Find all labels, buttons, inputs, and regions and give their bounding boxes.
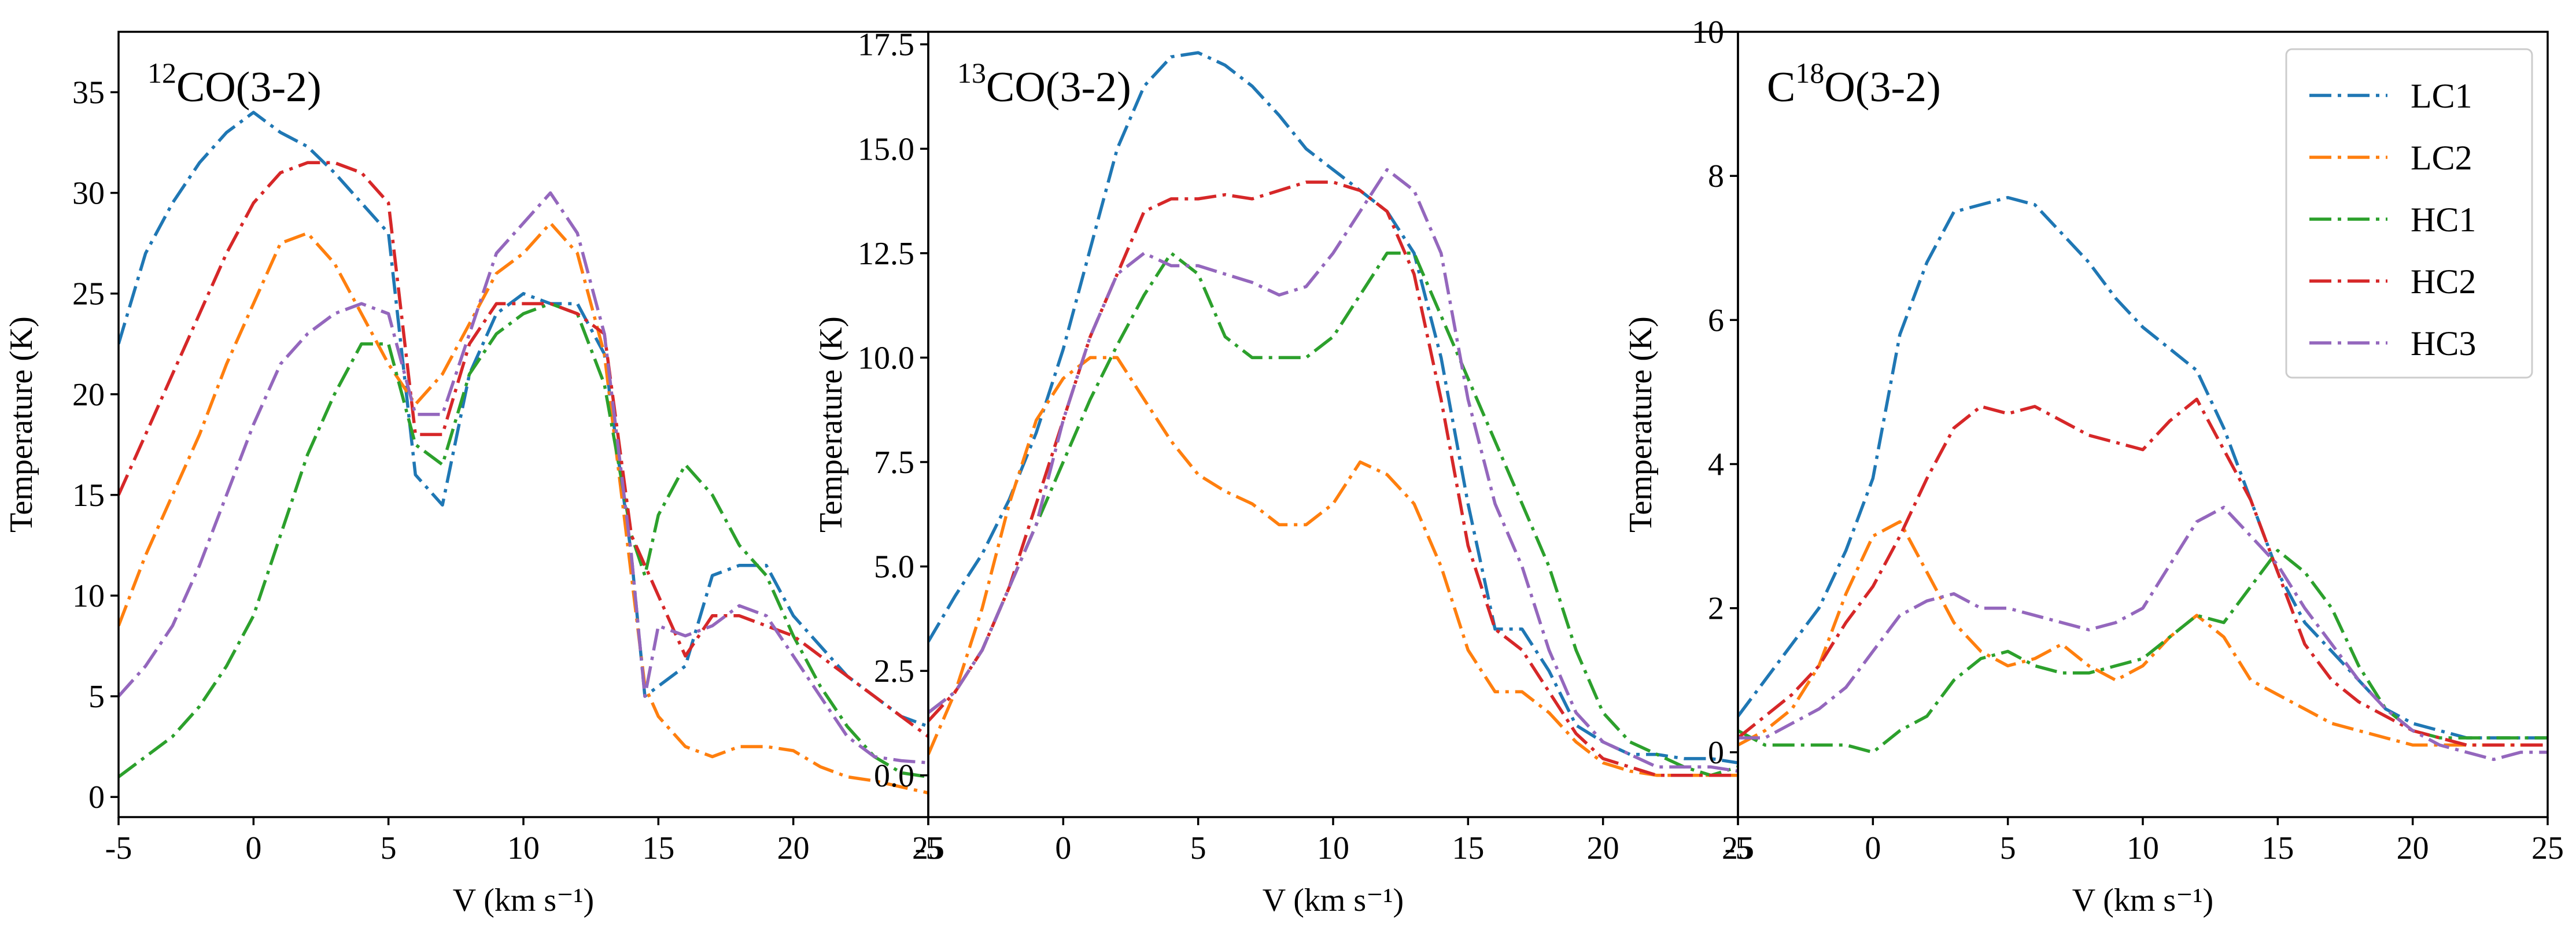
x-tick-label: 5	[1190, 830, 1206, 866]
y-tick-label: 2.5	[874, 653, 914, 689]
panel-2: -5 0 5 10 15 20 250.02.55.07.510.012.515.017.5…	[813, 27, 1754, 918]
series-line-lc1-panel-2	[928, 51, 1738, 764]
x-axis-label: V (km s⁻¹)	[453, 882, 594, 918]
y-tick-label: 8	[1708, 158, 1724, 194]
y-tick-label: 15.0	[858, 131, 914, 167]
panel-title: 13CO(3-2)	[957, 57, 1131, 111]
y-tick-label: 12.5	[858, 236, 914, 272]
y-tick-label: 5	[88, 679, 105, 715]
series-line-lc1-panel-1	[119, 110, 928, 728]
y-axis-label: Temperature (K)	[1623, 316, 1659, 533]
y-tick-label: 0	[1708, 735, 1724, 771]
series-group	[928, 51, 1738, 777]
series-line-hc2-panel-2	[928, 180, 1738, 777]
x-tick-label: 0	[1055, 830, 1071, 866]
x-axis-label: V (km s⁻¹)	[1263, 882, 1404, 918]
legend: LC1 LC2 HC1 HC2 HC3	[2285, 48, 2533, 379]
y-tick-label: 0	[88, 780, 105, 815]
y-tick-label: 4	[1708, 447, 1724, 483]
x-tick-label: 0	[245, 830, 261, 866]
legend-label-hc3: HC3	[2411, 324, 2476, 363]
x-tick-label: 25	[1722, 830, 1754, 866]
panel-3: -5 0 5 10 15 20 25 0 2 4 6 8 10 V (km s⁻¹) Temperature…	[1623, 14, 2564, 918]
legend-label-lc1: LC1	[2411, 77, 2472, 115]
y-tick-label: 7.5	[874, 445, 914, 481]
y-tick-label: 35	[72, 75, 105, 110]
x-tick-label: 20	[777, 830, 810, 866]
y-tick-label: 6	[1708, 302, 1724, 338]
series-line-hc2-panel-3	[1738, 397, 2548, 747]
y-tick-label: 30	[72, 176, 105, 212]
y-tick-label: 2	[1708, 591, 1724, 627]
y-axis-label: Temperature (K)	[3, 316, 39, 533]
series-line-hc3-panel-2	[928, 168, 1738, 773]
x-tick-label: 10	[2127, 830, 2159, 866]
series-line-lc2-panel-3	[1738, 520, 2548, 747]
series-line-lc2-panel-1	[119, 221, 928, 795]
y-tick-label: 25	[72, 276, 105, 312]
y-tick-label: 10	[72, 578, 105, 614]
x-tick-label: 10	[507, 830, 540, 866]
x-tick-label: 0	[1865, 830, 1881, 866]
y-tick-label: 15	[72, 478, 105, 514]
x-tick-label: -5	[1725, 830, 1752, 866]
x-tick-label: 20	[2397, 830, 2429, 866]
y-axis-label: Temperature (K)	[813, 316, 849, 533]
x-tick-label: -5	[105, 830, 132, 866]
y-tick-label: 0.0	[874, 758, 914, 794]
y-tick-label: 17.5	[858, 27, 914, 63]
panel-title: 12CO(3-2)	[147, 57, 322, 111]
x-tick-label: 25	[2531, 830, 2564, 866]
series-line-hc1-panel-1	[119, 302, 928, 779]
legend-label-hc1: HC1	[2411, 201, 2476, 239]
series-line-hc1-panel-3	[1738, 549, 2548, 754]
series-line-hc1-panel-2	[928, 252, 1738, 777]
series-line-hc3-panel-1	[119, 191, 928, 764]
y-tick-label: 5.0	[874, 549, 914, 585]
y-tick-label: 10.0	[858, 340, 914, 376]
legend-label-hc2: HC2	[2411, 263, 2476, 301]
x-tick-label: 5	[381, 830, 397, 866]
y-tick-label: 20	[72, 377, 105, 413]
x-tick-label: -5	[915, 830, 942, 866]
y-tick-label: 10	[1692, 14, 1724, 50]
x-tick-label: 10	[1317, 830, 1349, 866]
x-tick-label: 15	[2261, 830, 2294, 866]
panel-title: C18O(3-2)	[1767, 57, 1941, 111]
x-tick-label: 5	[2000, 830, 2016, 866]
series-line-hc2-panel-1	[119, 161, 928, 738]
series-group	[119, 110, 928, 795]
x-tick-label: 15	[642, 830, 674, 866]
legend-frame	[2285, 48, 2533, 379]
x-tick-label: 15	[1452, 830, 1484, 866]
series-line-hc3-panel-3	[1738, 505, 2548, 762]
axes-frame	[927, 31, 1739, 818]
series-line-lc1-panel-3	[1738, 195, 2548, 740]
x-axis-label: V (km s⁻¹)	[2072, 882, 2213, 918]
series-group	[1738, 195, 2548, 762]
x-tick-label: 20	[1587, 830, 1619, 866]
x-tick-label: 25	[912, 830, 944, 866]
legend-label-lc2: LC2	[2411, 139, 2472, 177]
axes-frame	[117, 31, 929, 818]
series-line-lc2-panel-2	[928, 356, 1738, 777]
